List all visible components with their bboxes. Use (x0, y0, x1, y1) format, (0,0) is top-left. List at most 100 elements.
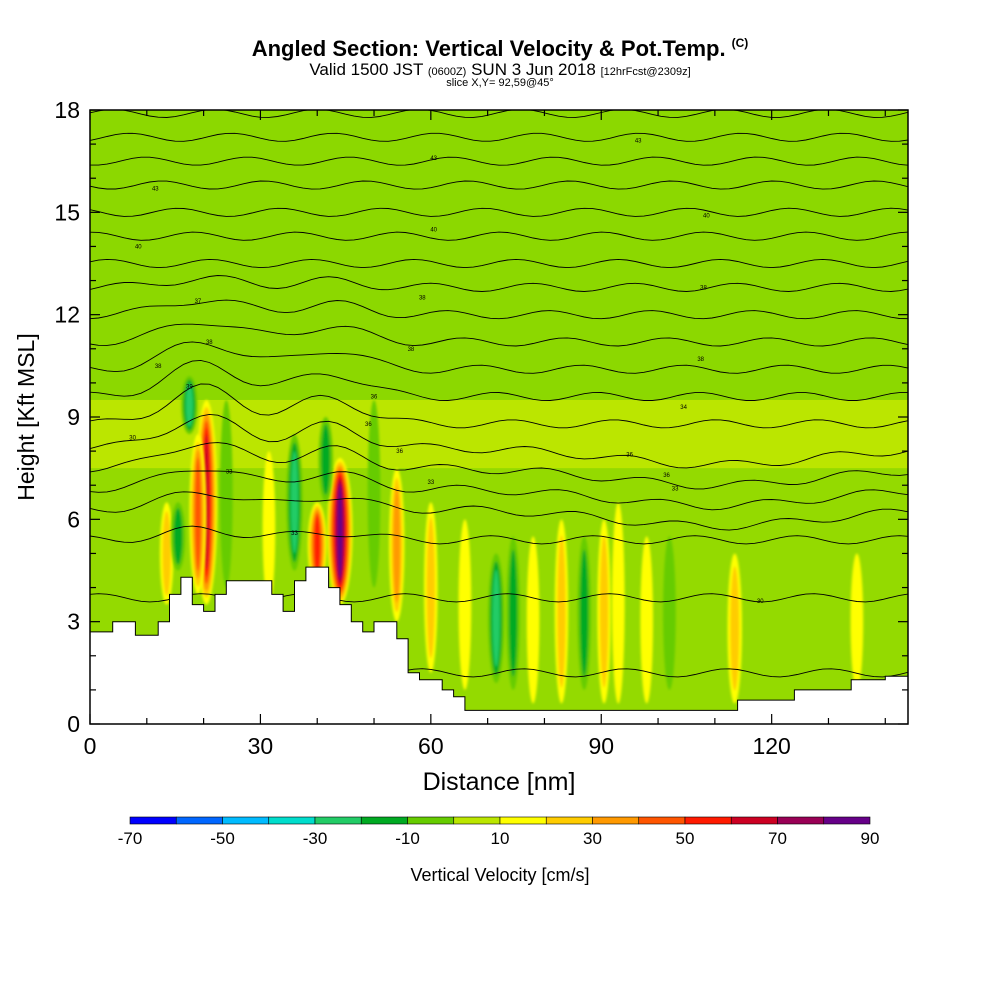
updraft-3 (327, 457, 353, 605)
theta-label: 36 (626, 453, 633, 459)
valid-date: SUN 3 Jun 2018 (471, 60, 596, 79)
colorbar-swatch (777, 816, 825, 825)
colorbar-label: Vertical Velocity [cm/s] (410, 865, 589, 885)
downdraft-0 (181, 376, 198, 435)
downdraft-1 (286, 434, 303, 571)
copyright-mark: (C) (731, 36, 749, 50)
downdraft-4 (219, 399, 233, 588)
downdraft-6 (506, 536, 521, 690)
theta-contour-14 (90, 231, 908, 241)
theta-contour-11 (90, 299, 908, 320)
theta-contour-15 (90, 207, 908, 217)
colorbar-swatch (360, 816, 408, 825)
theta-label: 36 (371, 395, 378, 401)
updraft-12 (611, 502, 625, 704)
theta-label: 38 (700, 285, 707, 291)
y-tick-label: 9 (67, 404, 80, 430)
theta-contour-8 (90, 359, 908, 401)
colorbar-swatch (499, 816, 547, 825)
theta-label: 38 (419, 296, 426, 302)
y-tick-label: 3 (67, 609, 80, 635)
y-axis-label: Height [Kft MSL] (13, 333, 39, 500)
colorbar-tick-label: -30 (303, 829, 328, 848)
downdraft-8 (663, 536, 676, 690)
colorbar-tick-label: -10 (395, 829, 420, 848)
theta-contour-6 (90, 413, 908, 469)
x-tick-label: 0 (84, 733, 97, 759)
colorbar: -70 -50 -30 -10 10 30 50 70 90 (118, 816, 879, 848)
y-tick-label: 18 (54, 97, 80, 123)
y-tick-label: 0 (67, 711, 80, 737)
theta-label: 33 (226, 470, 233, 476)
theta-contour-18 (90, 132, 908, 142)
y-tick-label: 15 (54, 199, 80, 225)
colorbar-tick-label: 70 (768, 829, 787, 848)
x-tick-label: 60 (418, 733, 444, 759)
theta-label: 33 (427, 480, 434, 486)
valid-time-line: Valid 1500 JST (0600Z) SUN 3 Jun 2018 [1… (0, 60, 1000, 80)
theta-label: 38 (155, 364, 162, 370)
y-tick-label: 6 (67, 506, 80, 532)
theta-contour-9 (90, 341, 908, 374)
colorbar-swatch (684, 816, 732, 825)
downdraft-5 (488, 553, 505, 684)
theta-label: 39 (186, 384, 193, 390)
chart-title-text: Angled Section: Vertical Velocity & Pot.… (251, 36, 726, 61)
colorbar-swatch (638, 816, 686, 825)
theta-label: 38 (206, 340, 213, 346)
theta-contour-10 (90, 323, 908, 347)
colorbar-tick-label: -50 (210, 829, 235, 848)
theta-contour-17 (90, 156, 908, 166)
updraft-8 (458, 519, 472, 690)
theta-label: 40 (430, 227, 437, 233)
x-tick-label: 90 (588, 733, 614, 759)
chart-title: Angled Section: Vertical Velocity & Pot.… (0, 36, 1000, 62)
colorbar-swatch (453, 816, 501, 825)
theta-label: 36 (365, 422, 372, 428)
x-axis-label: Distance [nm] (423, 768, 576, 796)
valid-utc: (0600Z) (427, 66, 467, 78)
downdraft-7 (577, 536, 592, 690)
colorbar-swatch (222, 816, 270, 825)
upper-band (90, 110, 908, 400)
theta-label: 38 (697, 357, 704, 363)
updraft-15 (850, 553, 864, 690)
theta-label: 33 (672, 487, 679, 493)
theta-label: 43 (152, 186, 159, 192)
theta-contour-16 (90, 180, 908, 190)
terrain-profile (90, 566, 908, 724)
updraft-13 (640, 536, 654, 704)
downdraft-9 (367, 399, 381, 588)
updraft-6 (262, 451, 276, 605)
terrain (90, 566, 908, 724)
theta-contour-3 (90, 491, 908, 531)
theta-contour-4 (90, 470, 908, 511)
theta-label: 30 (757, 599, 764, 605)
colorbar-swatch (407, 816, 455, 825)
colorbar-swatch (175, 816, 223, 825)
theta-label: 38 (408, 347, 415, 353)
theta-contours: 30 30 33 33 33 33 36 36 36 36 34 36 39 38 38 38 38 37 38 38… (90, 110, 908, 678)
colorbar-swatch (314, 816, 362, 825)
colorbar-tick-label: -70 (118, 829, 143, 848)
downdraft-2 (318, 417, 333, 503)
updraft-2 (307, 502, 327, 588)
colorbar-tick-label: 10 (491, 829, 510, 848)
theta-contour-2 (90, 525, 908, 545)
downdraft-3 (170, 502, 186, 571)
colorbar-swatch (129, 816, 177, 825)
theta-contour-13 (90, 258, 908, 269)
colorbar-swatch (823, 816, 871, 825)
theta-label: 36 (663, 473, 670, 479)
theta-label: 40 (703, 214, 710, 220)
theta-label: 34 (680, 405, 687, 411)
colorbar-swatch (592, 816, 640, 825)
updraft-10 (554, 519, 569, 704)
colorbar-swatch (268, 816, 316, 825)
colorbar-tick-label: 30 (583, 829, 602, 848)
updraft-7 (424, 502, 438, 673)
colorbar-tick-label: 50 (676, 829, 695, 848)
theta-label: 43 (635, 139, 642, 145)
